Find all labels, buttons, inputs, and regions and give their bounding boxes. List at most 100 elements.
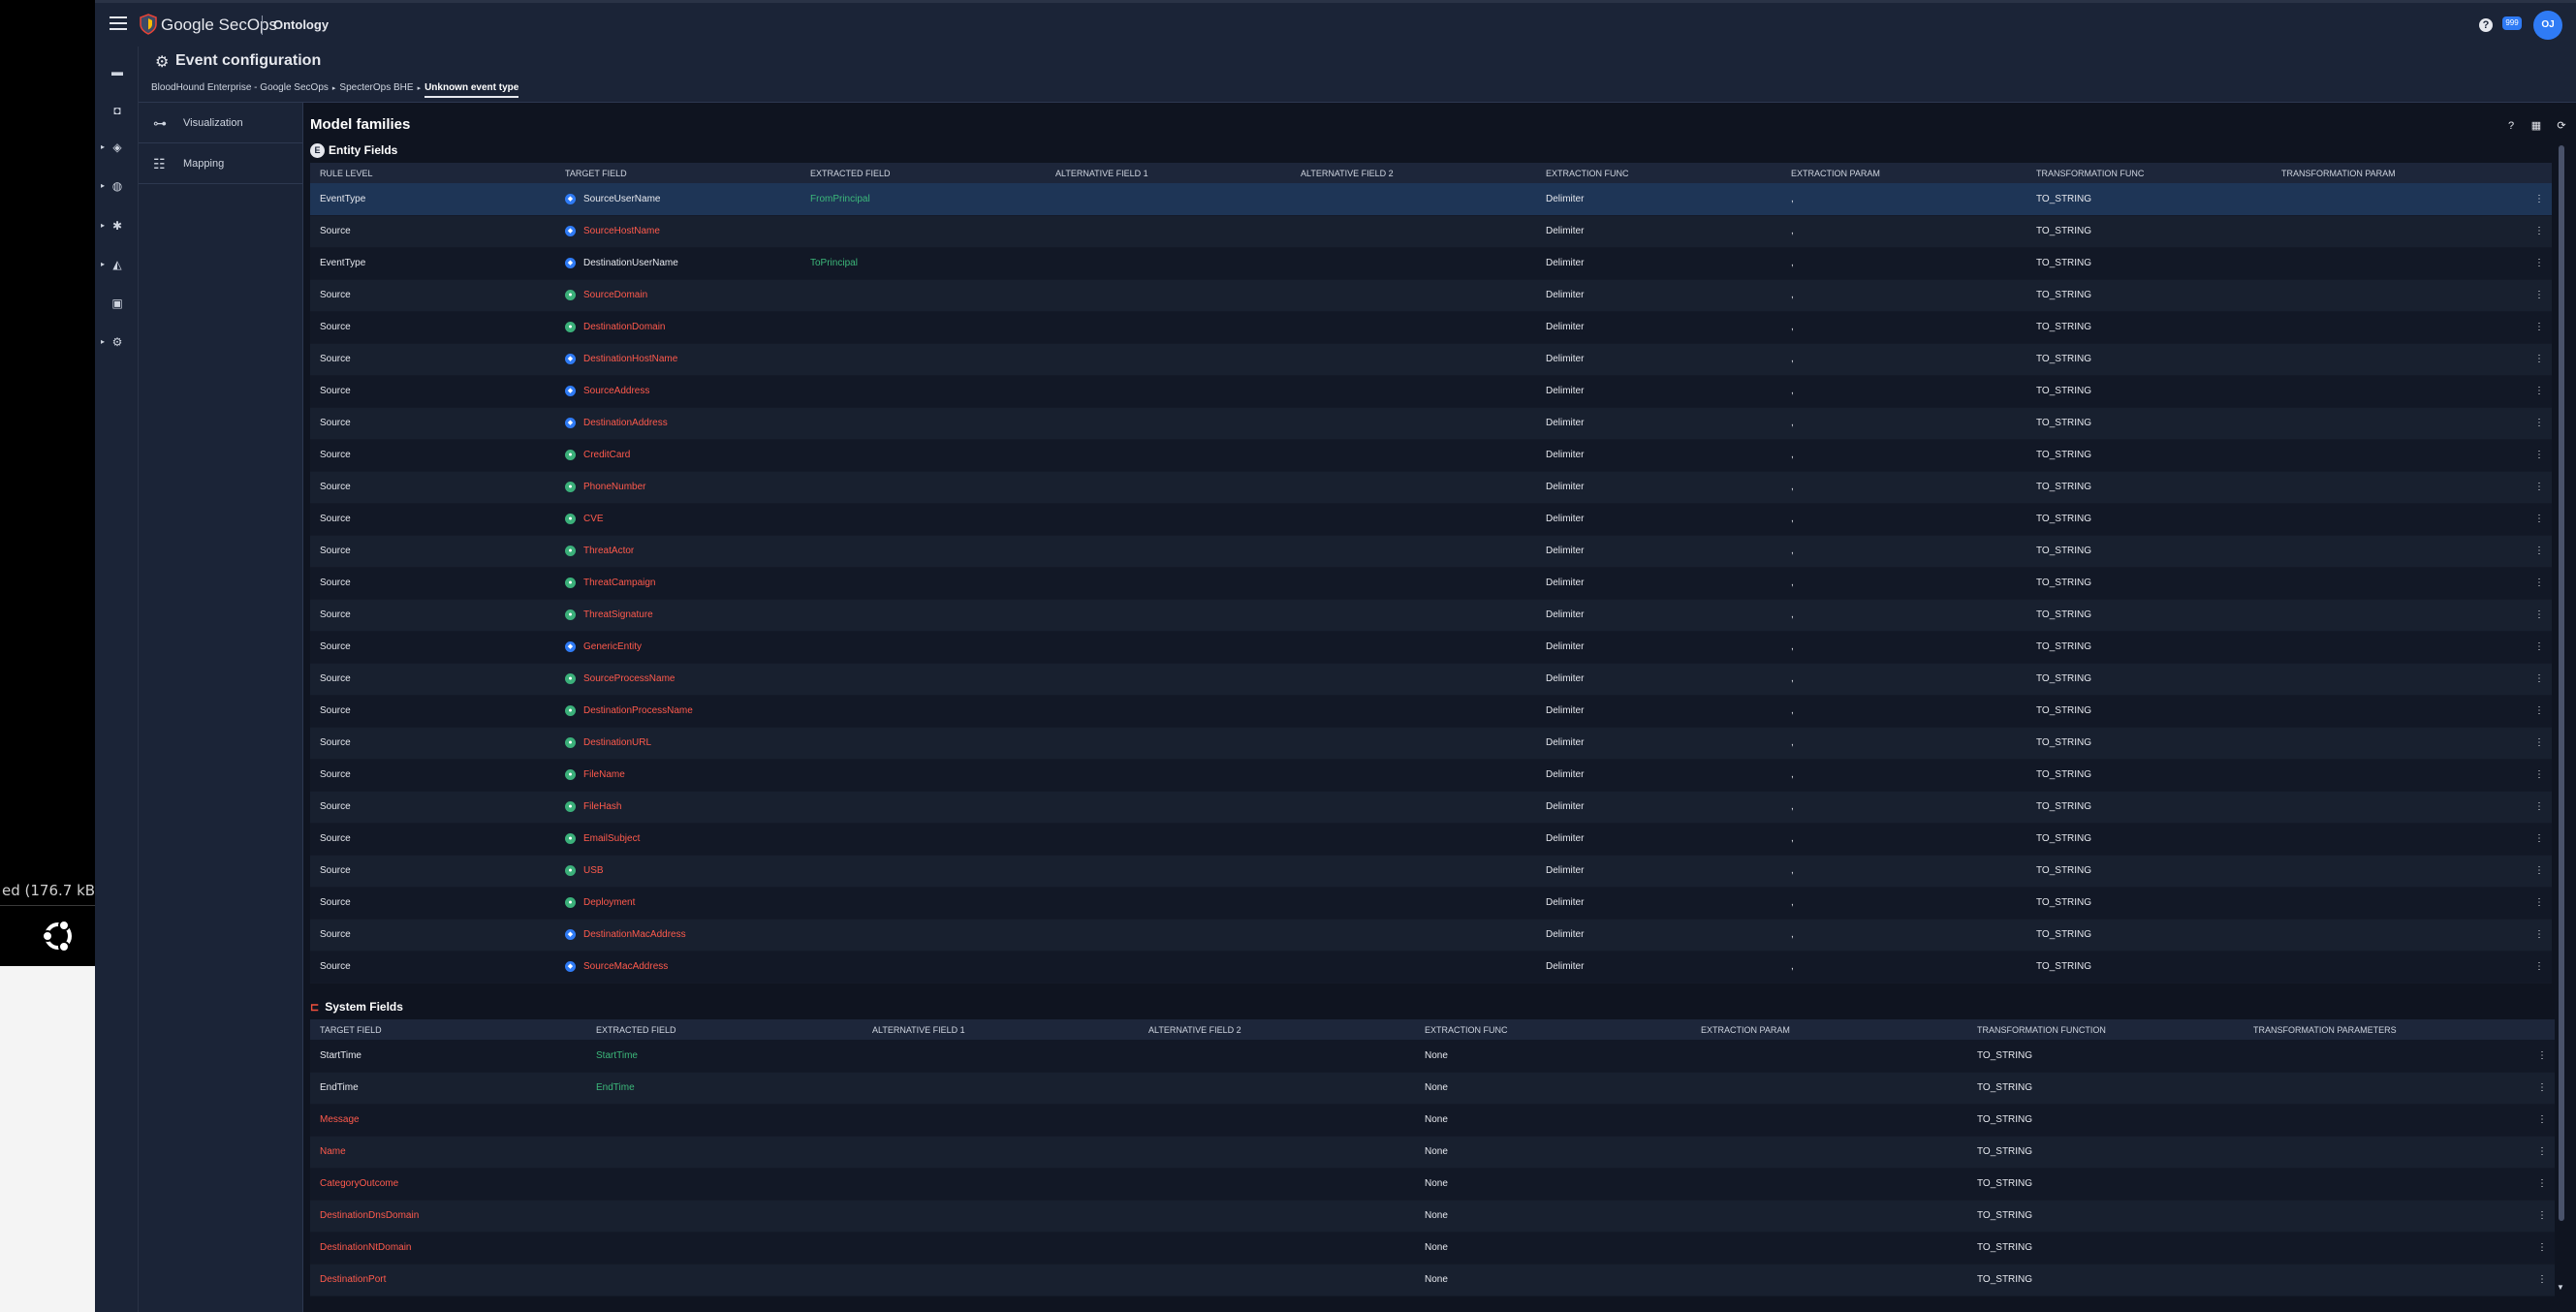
table-row[interactable]: Source ● SourceProcessName Delimiter, TO_STR…	[310, 663, 2552, 696]
breadcrumb-item[interactable]: SpecterOps BHE	[339, 82, 414, 93]
help-icon[interactable]: ?	[2479, 18, 2493, 32]
more-vert-icon[interactable]: ⋮	[2517, 279, 2552, 312]
table-row[interactable]: Source ◆ DestinationHostName Delimiter, TO_S…	[310, 343, 2552, 376]
table-row[interactable]: Name None TO_STRING ⋮	[310, 1136, 2555, 1169]
rail-item-content[interactable]: ▣	[95, 292, 139, 315]
table-row[interactable]: Source ● CreditCard Delimiter, TO_STRING ⋮	[310, 439, 2552, 472]
more-vert-icon[interactable]: ⋮	[2520, 1072, 2555, 1105]
more-vert-icon[interactable]: ⋮	[2517, 567, 2552, 600]
table-row[interactable]: Source ◆ SourceHostName Delimiter, TO_STRING…	[310, 215, 2552, 248]
rail-item-folder[interactable]: ▬	[95, 60, 139, 83]
column-header[interactable]: EXTRACTION FUNC	[1415, 1019, 1691, 1040]
rail-item-admin[interactable]: ▸ ⚙	[95, 330, 139, 354]
more-vert-icon[interactable]: ⋮	[2517, 503, 2552, 536]
table-row[interactable]: DestinationNtDomain None TO_STRING ⋮	[310, 1232, 2555, 1265]
scrollbar[interactable]	[2559, 145, 2564, 1221]
more-vert-icon[interactable]: ⋮	[2517, 599, 2552, 632]
more-vert-icon[interactable]: ⋮	[2517, 183, 2552, 216]
more-vert-icon[interactable]: ⋮	[2517, 951, 2552, 984]
column-header[interactable]: TRANSFORMATION FUNC	[2026, 163, 2272, 183]
help-icon[interactable]: ?	[2507, 120, 2515, 132]
more-vert-icon[interactable]: ⋮	[2520, 1232, 2555, 1265]
table-row[interactable]: EndTime EndTime None TO_STRING ⋮	[310, 1072, 2555, 1105]
brand-name[interactable]: Google SecOps	[161, 16, 278, 34]
breadcrumb-item[interactable]: BloodHound Enterprise - Google SecOps	[151, 82, 329, 93]
column-header[interactable]: ALTERNATIVE FIELD 1	[863, 1019, 1139, 1040]
table-row[interactable]: StartTime StartTime None TO_STRING ⋮	[310, 1040, 2555, 1073]
more-vert-icon[interactable]: ⋮	[2520, 1104, 2555, 1137]
table-row[interactable]: Source ● CVE Delimiter, TO_STRING ⋮	[310, 503, 2552, 536]
more-vert-icon[interactable]: ⋮	[2517, 471, 2552, 504]
ubuntu-logo-icon[interactable]	[39, 917, 78, 955]
column-header[interactable]: EXTRACTION PARAM	[1781, 163, 2026, 183]
table-row[interactable]: Source ● FileName Delimiter, TO_STRING ⋮	[310, 759, 2552, 792]
table-row[interactable]: Source ● USB Delimiter, TO_STRING ⋮	[310, 855, 2552, 888]
rail-item-detection[interactable]: ▸ ◈	[95, 136, 139, 159]
column-header[interactable]: ALTERNATIVE FIELD 1	[1046, 163, 1291, 183]
menu-icon[interactable]	[107, 13, 130, 36]
more-vert-icon[interactable]: ⋮	[2517, 535, 2552, 568]
column-header[interactable]: EXTRACTED FIELD	[586, 1019, 863, 1040]
rail-item-dashboards[interactable]: ▸ ◭	[95, 253, 139, 276]
table-row[interactable]: Source ◆ SourceMacAddress Delimiter, TO_STRI…	[310, 951, 2552, 984]
table-row[interactable]: CategoryOutcome None TO_STRING ⋮	[310, 1168, 2555, 1201]
scroll-down-icon[interactable]: ▼	[2557, 1283, 2564, 1292]
more-vert-icon[interactable]: ⋮	[2520, 1200, 2555, 1233]
column-header[interactable]: ALTERNATIVE FIELD 2	[1291, 163, 1536, 183]
more-vert-icon[interactable]: ⋮	[2517, 919, 2552, 952]
table-row[interactable]: Source ● DestinationProcessName Delimiter, T…	[310, 695, 2552, 728]
table-row[interactable]: Source ◆ DestinationAddress Delimiter, TO_ST…	[310, 407, 2552, 440]
more-vert-icon[interactable]: ⋮	[2517, 407, 2552, 440]
column-header[interactable]: TRANSFORMATION PARAM	[2272, 163, 2517, 183]
table-row[interactable]: Source ● DestinationDomain Delimiter, TO_STR…	[310, 311, 2552, 344]
columns-icon[interactable]: ▦	[2530, 120, 2542, 132]
more-vert-icon[interactable]: ⋮	[2517, 631, 2552, 664]
table-row[interactable]: Source ● SourceDomain Delimiter, TO_STRING ⋮	[310, 279, 2552, 312]
more-vert-icon[interactable]: ⋮	[2517, 247, 2552, 280]
more-vert-icon[interactable]: ⋮	[2520, 1136, 2555, 1169]
more-vert-icon[interactable]: ⋮	[2517, 343, 2552, 376]
table-row[interactable]: Source ● ThreatSignature Delimiter, TO_STRIN…	[310, 599, 2552, 632]
more-vert-icon[interactable]: ⋮	[2520, 1168, 2555, 1201]
more-vert-icon[interactable]: ⋮	[2517, 215, 2552, 248]
column-header[interactable]: EXTRACTION FUNC	[1536, 163, 1781, 183]
more-vert-icon[interactable]: ⋮	[2517, 887, 2552, 920]
table-row[interactable]: Source ● ThreatCampaign Delimiter, TO_STRING…	[310, 567, 2552, 600]
more-vert-icon[interactable]: ⋮	[2517, 663, 2552, 696]
more-vert-icon[interactable]: ⋮	[2517, 823, 2552, 856]
more-vert-icon[interactable]: ⋮	[2517, 791, 2552, 824]
more-vert-icon[interactable]: ⋮	[2517, 695, 2552, 728]
table-row[interactable]: EventType ◆ SourceUserName FromPrincipal Del…	[310, 183, 2552, 216]
more-vert-icon[interactable]: ⋮	[2517, 759, 2552, 792]
table-row[interactable]: Source ● ThreatActor Delimiter, TO_STRING ⋮	[310, 535, 2552, 568]
table-row[interactable]: DestinationDnsDomain None TO_STRING ⋮	[310, 1200, 2555, 1233]
subnav-item-visualization[interactable]: ⊶ Visualization	[139, 103, 303, 143]
column-header[interactable]: RULE LEVEL	[310, 163, 555, 183]
table-row[interactable]: Source ◆ DestinationMacAddress Delimiter, TO…	[310, 919, 2552, 952]
more-vert-icon[interactable]: ⋮	[2517, 855, 2552, 888]
column-header[interactable]: TRANSFORMATION FUNCTION	[1967, 1019, 2244, 1040]
table-row[interactable]: Source ● PhoneNumber Delimiter, TO_STRING ⋮	[310, 471, 2552, 504]
table-row[interactable]: Source ● FileHash Delimiter, TO_STRING ⋮	[310, 791, 2552, 824]
more-vert-icon[interactable]: ⋮	[2517, 727, 2552, 760]
table-row[interactable]: Message None TO_STRING ⋮	[310, 1104, 2555, 1137]
column-header[interactable]: TRANSFORMATION PARAMETERS	[2244, 1019, 2520, 1040]
chat-icon[interactable]: 999	[2502, 16, 2522, 30]
column-header[interactable]: ALTERNATIVE FIELD 2	[1139, 1019, 1415, 1040]
table-row[interactable]: Source ◆ SourceAddress Delimiter, TO_STRING ⋮	[310, 375, 2552, 408]
column-header[interactable]: TARGET FIELD	[310, 1019, 586, 1040]
table-row[interactable]: DestinationPort None TO_STRING ⋮	[310, 1264, 2555, 1296]
more-vert-icon[interactable]: ⋮	[2517, 375, 2552, 408]
table-row[interactable]: Source ◆ GenericEntity Delimiter, TO_STRING ⋮	[310, 631, 2552, 664]
column-header[interactable]: TARGET FIELD	[555, 163, 801, 183]
subnav-item-mapping[interactable]: ☷ Mapping	[139, 143, 303, 184]
table-row[interactable]: Source ● EmailSubject Delimiter, TO_STRING ⋮	[310, 823, 2552, 856]
rail-item-settings[interactable]: ▸ ✱	[95, 214, 139, 237]
refresh-icon[interactable]: ⟳	[2557, 120, 2566, 132]
more-vert-icon[interactable]: ⋮	[2520, 1264, 2555, 1296]
column-header[interactable]: EXTRACTION PARAM	[1691, 1019, 1967, 1040]
more-vert-icon[interactable]: ⋮	[2520, 1040, 2555, 1073]
table-row[interactable]: EventType ◆ DestinationUserName ToPrincipal…	[310, 247, 2552, 280]
table-row[interactable]: Source ● Deployment Delimiter, TO_STRING ⋮	[310, 887, 2552, 920]
table-row[interactable]: Source ● DestinationURL Delimiter, TO_STRING…	[310, 727, 2552, 760]
